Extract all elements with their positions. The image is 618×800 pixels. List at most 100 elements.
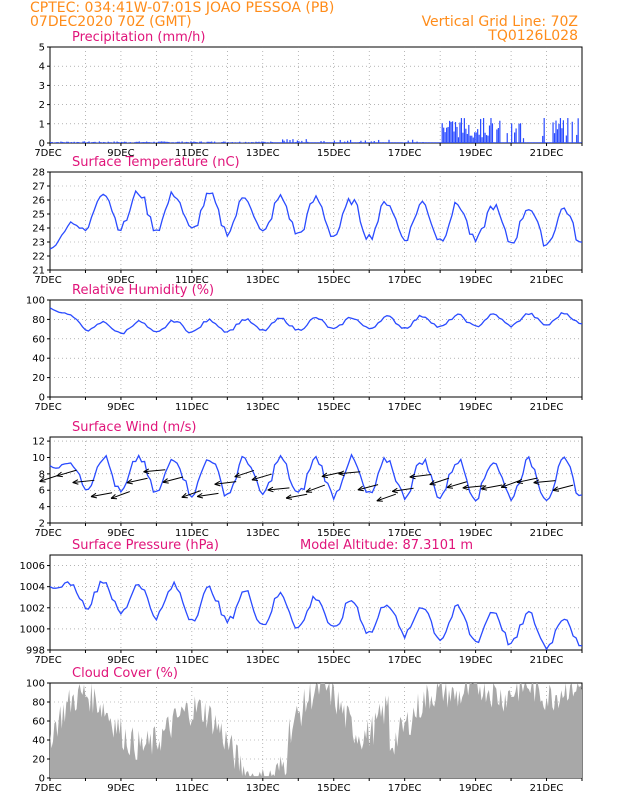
precip-bar <box>428 142 430 143</box>
precip-xtick-label: 17DEC <box>388 148 422 159</box>
wind-frame <box>49 436 583 524</box>
precip-bar <box>490 118 492 143</box>
precip-bar <box>497 128 499 143</box>
precip-bar <box>307 141 309 143</box>
precip-bar <box>258 141 260 143</box>
wind-arrowhead <box>56 471 63 478</box>
precip-bar <box>493 142 495 143</box>
wind-vector <box>376 493 396 502</box>
precip-bar <box>274 142 276 143</box>
precip-bar <box>511 123 513 143</box>
precip-bar <box>287 142 290 143</box>
wind-vector <box>234 469 255 478</box>
precip-bar <box>422 142 424 143</box>
precip-bar <box>360 140 362 143</box>
precip-bar <box>341 142 343 143</box>
rh-ytick-label: 80 <box>32 315 45 326</box>
precip-bar <box>191 142 194 143</box>
precip-bar <box>434 142 436 143</box>
precip-bar <box>67 141 69 143</box>
precip-bar <box>453 131 455 143</box>
precip-bar <box>519 123 522 143</box>
precip-bar <box>404 142 406 143</box>
precip-bar <box>211 141 213 143</box>
precip-bar <box>302 142 304 143</box>
rh-ytick-label: 100 <box>26 296 45 307</box>
precip-bar <box>177 141 179 143</box>
precip-bar <box>528 142 530 143</box>
precip-bar <box>338 142 340 143</box>
wind-vector <box>409 473 432 478</box>
precip-bar <box>534 142 536 143</box>
precip-bar <box>140 142 142 143</box>
precip-bar <box>296 140 298 143</box>
precip-bar <box>406 142 408 143</box>
wind-xtick-label: 13DEC <box>246 528 280 539</box>
pres-panel: Surface Pressure (hPa) Model Altitude: 87… <box>20 538 583 666</box>
pres-subtitle: Model Altitude: 87.3101 m <box>300 538 473 553</box>
precip-bar <box>465 128 467 143</box>
precip-bar <box>552 122 554 143</box>
precip-bar <box>168 141 170 143</box>
precip-bar <box>348 142 350 143</box>
wind-line <box>49 453 583 502</box>
precip-bar <box>527 142 529 143</box>
wind-arrowhead <box>321 472 328 479</box>
wind-arrowhead <box>480 485 488 491</box>
precip-bar <box>391 142 393 143</box>
precip-bar <box>576 134 578 143</box>
cloud-xtick-label: 7DEC <box>34 783 61 794</box>
wind-arrowhead <box>376 496 383 502</box>
precip-bar <box>231 142 233 143</box>
precip-bar <box>522 138 525 143</box>
precip-bar <box>82 141 84 143</box>
rh-ytick-label: 20 <box>32 373 45 384</box>
precip-bar <box>347 140 349 143</box>
rh-panel: Relative Humidity (%) 7DEC 9DEC 11DEC 13DEC 1… <box>26 283 583 413</box>
precip-bar <box>506 133 508 143</box>
precip-bar <box>398 142 400 143</box>
precip-bar <box>143 142 145 143</box>
wind-vector <box>56 469 77 477</box>
precip-bar <box>423 142 426 143</box>
precip-bar <box>70 142 72 143</box>
precip-bar <box>481 137 483 143</box>
precip-bar <box>533 142 535 143</box>
precip-bar <box>271 142 273 143</box>
precip-bar <box>79 142 81 143</box>
temp-title: Surface Temperature (nC) <box>72 155 240 170</box>
rh-ytick-label: 60 <box>32 334 45 345</box>
temp-xtick-label: 21DEC <box>530 275 564 286</box>
wind-arrowhead <box>251 475 258 482</box>
pres-xtick-label: 15DEC <box>317 655 351 666</box>
temp-ytick-label: 21 <box>32 266 45 277</box>
precip-bar <box>344 141 346 143</box>
precip-bar <box>351 142 353 143</box>
precip-bar <box>181 141 183 143</box>
wind-arrowhead <box>162 478 169 484</box>
precip-bar <box>332 142 334 143</box>
cloud-xtick-label: 21DEC <box>530 783 564 794</box>
precip-title: Precipitation (mm/h) <box>72 30 205 45</box>
precip-bar <box>206 141 208 143</box>
precip-bar <box>475 132 477 143</box>
temp-ytick-label: 25 <box>32 210 45 221</box>
precip-bar <box>369 142 371 143</box>
precip-bar <box>234 142 236 143</box>
precip-bar <box>190 141 192 143</box>
precip-bar <box>265 142 267 143</box>
precip-bar <box>488 125 491 143</box>
precip-bar <box>159 141 161 143</box>
wind-vector <box>338 471 361 475</box>
precip-bar <box>276 142 278 143</box>
rh-line <box>49 307 583 335</box>
precip-bar <box>224 141 226 143</box>
precip-bar <box>100 142 102 143</box>
cloud-area <box>50 683 582 778</box>
precip-bar <box>437 142 439 143</box>
pres-xtick-label: 21DEC <box>530 655 564 666</box>
precip-bar <box>330 142 332 143</box>
wind-vector <box>516 477 538 483</box>
precip-bar <box>156 142 158 143</box>
wind-title: Surface Wind (m/s) <box>72 420 196 435</box>
